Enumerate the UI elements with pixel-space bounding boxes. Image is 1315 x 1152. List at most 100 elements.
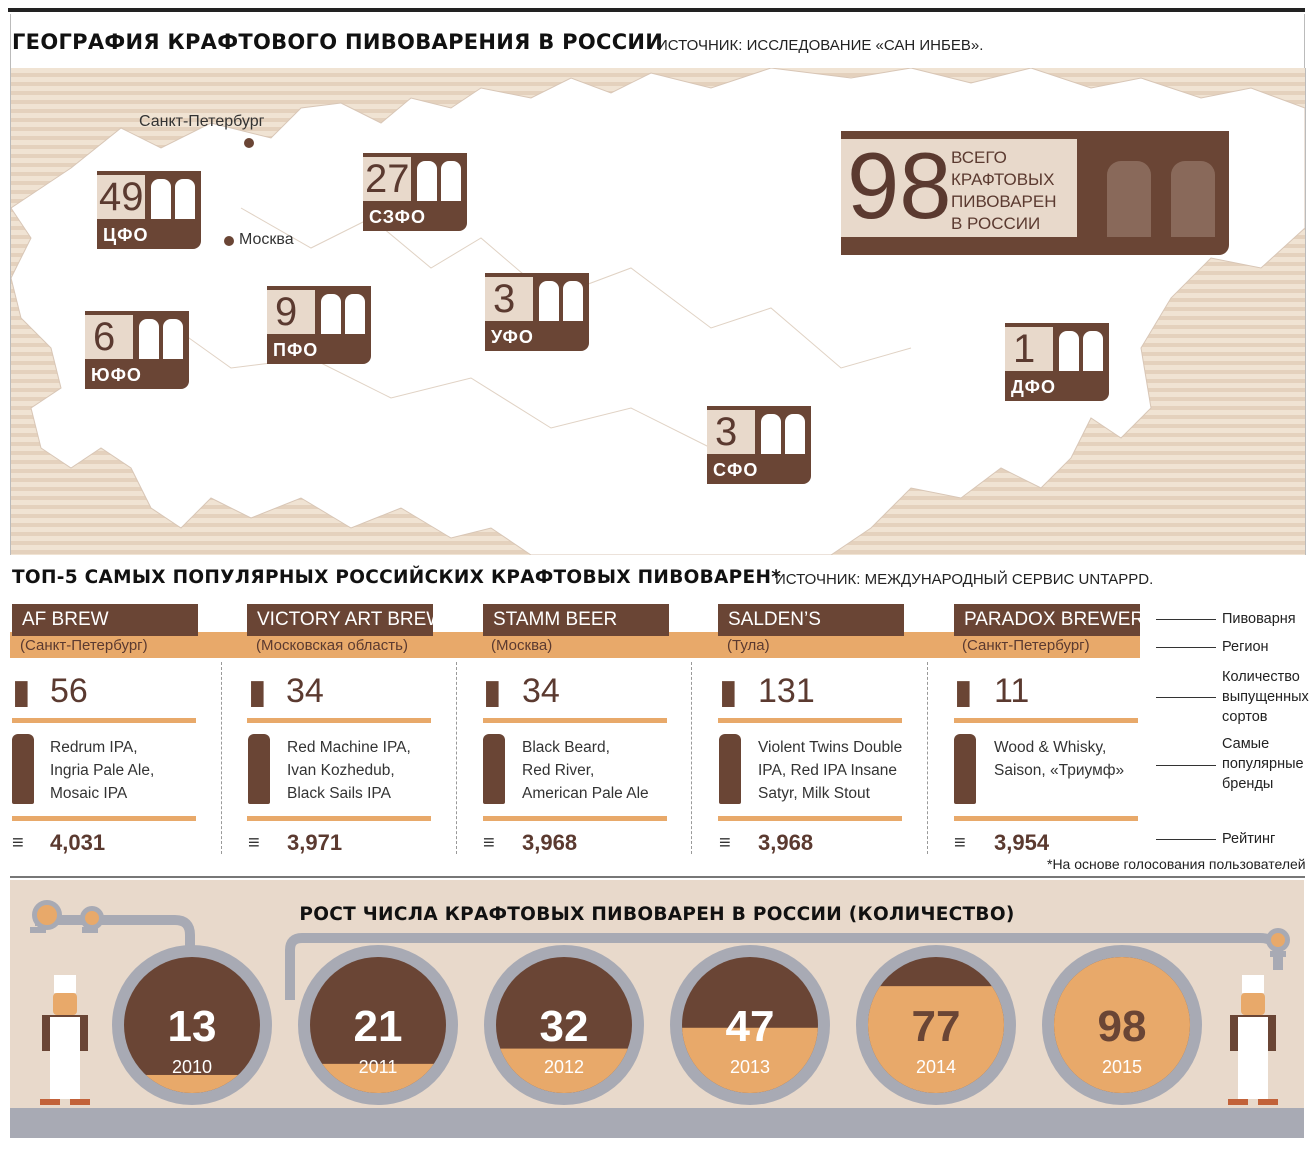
- brew-tank-icon: [785, 414, 805, 454]
- beer-mug-icon: ▮: [483, 673, 502, 711]
- brewery-name: PARADOX BREWERY: [954, 604, 1157, 636]
- tank-value: 21: [354, 1002, 403, 1051]
- region-count: 3: [715, 410, 738, 454]
- brew-tank-icon: [151, 179, 171, 219]
- tank-empty: [124, 957, 260, 1093]
- region-count: 49: [99, 175, 144, 219]
- tank-value: 32: [540, 1002, 589, 1051]
- rating-icon: ≡: [248, 832, 260, 854]
- map-source: ИСТОЧНИК: ИССЛЕДОВАНИЕ «САН ИНБЕВ».: [657, 37, 984, 54]
- column-separator: [221, 662, 222, 854]
- top5-source: ИСТОЧНИК: МЕЖДУНАРОДНЫЙ СЕРВИС UNTAPPD.: [775, 571, 1154, 588]
- divider: [1304, 14, 1305, 68]
- tank-value: 98: [1098, 1002, 1147, 1051]
- beer-bottle-icon: [12, 734, 34, 804]
- total-count: 98: [847, 133, 952, 238]
- legend-rating: Рейтинг: [1222, 831, 1276, 847]
- brand-list: Red Machine IPA, Ivan Kozhedub, Black Sail…: [287, 739, 411, 802]
- rating-icon: ≡: [719, 832, 731, 854]
- brewery-region: (Тула): [727, 637, 770, 654]
- beer-bottle-icon: [954, 734, 976, 804]
- legend-arrow: [1156, 647, 1216, 648]
- growth-title: РОСТ ЧИСЛА КРАФТОВЫХ ПИВОВАРЕН В РОССИИ …: [299, 904, 1015, 925]
- brew-tank-icon: [441, 161, 461, 201]
- brewery-name: SALDEN’S: [718, 604, 904, 636]
- region-count: 3: [493, 277, 516, 321]
- brew-tank-icon: [1083, 331, 1103, 371]
- column-separator: [927, 662, 928, 854]
- brewery-name: VICTORY ART BREW: [247, 604, 444, 636]
- tank-value: 77: [912, 1002, 961, 1051]
- tank-year: 2011: [359, 1057, 398, 1077]
- tank-year: 2015: [1102, 1057, 1142, 1077]
- growth-chart: 13 2010 21 2011 32 2012 47 2013 77 2014 98 2015: [10, 913, 1304, 1138]
- brand-list: Black Beard, Red River, American Pale Ale: [522, 739, 649, 802]
- brew-tank-icon: [1171, 161, 1215, 237]
- region-count: 9: [275, 290, 298, 334]
- region-code: СЗФО: [369, 207, 426, 227]
- section-divider: [10, 876, 1305, 878]
- tank-year: 2010: [172, 1057, 212, 1077]
- tank-value: 47: [726, 1002, 775, 1051]
- divider: [954, 816, 1138, 821]
- pipe: [38, 915, 195, 960]
- top5-title: ТОП-5 САМЫХ ПОПУЛЯРНЫХ РОССИЙСКИХ КРАФТО…: [12, 567, 782, 588]
- growth-tank: 13 2010: [112, 945, 272, 1105]
- variety-count: 34: [286, 672, 324, 710]
- beer-mug-icon: ▮: [248, 673, 267, 711]
- brand-list: Redrum IPA, Ingria Pale Ale, Mosaic IPA: [50, 739, 155, 802]
- legend-brewery: Пивоварня: [1222, 611, 1296, 627]
- rating-value: 3,968: [522, 830, 578, 855]
- beer-bottle-icon: [719, 734, 741, 804]
- divider: [718, 816, 902, 821]
- region-code: ЦФО: [103, 225, 149, 245]
- brew-tank-icon: [163, 319, 183, 359]
- beer-bottle-icon: [483, 734, 505, 804]
- divider: [954, 718, 1138, 723]
- region-count: 6: [93, 315, 116, 359]
- region-code: ПФО: [273, 340, 319, 360]
- tank-value: 13: [168, 1002, 217, 1051]
- brewery-region: (Санкт-Петербург): [962, 637, 1090, 654]
- brew-tank-icon: [175, 179, 195, 219]
- brew-tank-icon: [563, 281, 583, 321]
- region-code: ДФО: [1011, 377, 1056, 397]
- brand-list: Wood & Whisky, Saison, «Триумф»: [994, 739, 1125, 779]
- variety-count: 34: [522, 672, 560, 710]
- brewery-region: (Санкт-Петербург): [20, 637, 148, 654]
- rating-value: 4,031: [50, 830, 106, 855]
- region-count: 1: [1013, 327, 1036, 371]
- region-code: УФО: [491, 327, 534, 347]
- divider: [10, 14, 11, 68]
- column-separator: [456, 662, 457, 854]
- legend-arrow: [1156, 765, 1216, 766]
- divider: [12, 816, 196, 821]
- total-label: ВСЕГО КРАФТОВЫХ ПИВОВАРЕН В РОССИИ: [951, 148, 1057, 233]
- brew-tank-icon: [1107, 161, 1151, 237]
- variety-count: 131: [758, 672, 815, 710]
- total-badge: 98 ВСЕГО КРАФТОВЫХ ПИВОВАРЕН В РОССИИ: [841, 131, 1229, 255]
- brewer-figure: [1224, 975, 1280, 1105]
- page-title: ГЕОГРАФИЯ КРАФТОВОГО ПИВОВАРЕНИЯ В РОССИ…: [12, 30, 664, 54]
- tank-fill-level: [1054, 957, 1190, 1093]
- floor: [10, 1108, 1304, 1138]
- region-count: 27: [365, 157, 410, 201]
- divider: [247, 816, 431, 821]
- growth-tank: 21 2011: [298, 945, 458, 1105]
- brew-tank-icon: [139, 319, 159, 359]
- variety-count: 11: [994, 672, 1030, 710]
- growth-tank: 32 2012: [484, 945, 644, 1105]
- brewery-region: (Москва): [491, 637, 553, 654]
- top-rule: [8, 8, 1305, 12]
- divider: [12, 718, 196, 723]
- variety-count: 56: [50, 672, 88, 710]
- rating-value: 3,971: [287, 830, 343, 855]
- growth-tank: 77 2014: [856, 945, 1016, 1105]
- beer-mug-icon: ▮: [12, 673, 31, 711]
- rating-icon: ≡: [954, 832, 966, 854]
- rating-icon: ≡: [12, 832, 24, 854]
- divider: [483, 816, 667, 821]
- legend-region: Регион: [1222, 639, 1269, 655]
- footnote: *На основе голосования пользователей: [1047, 856, 1306, 872]
- legend-arrow: [1156, 697, 1216, 698]
